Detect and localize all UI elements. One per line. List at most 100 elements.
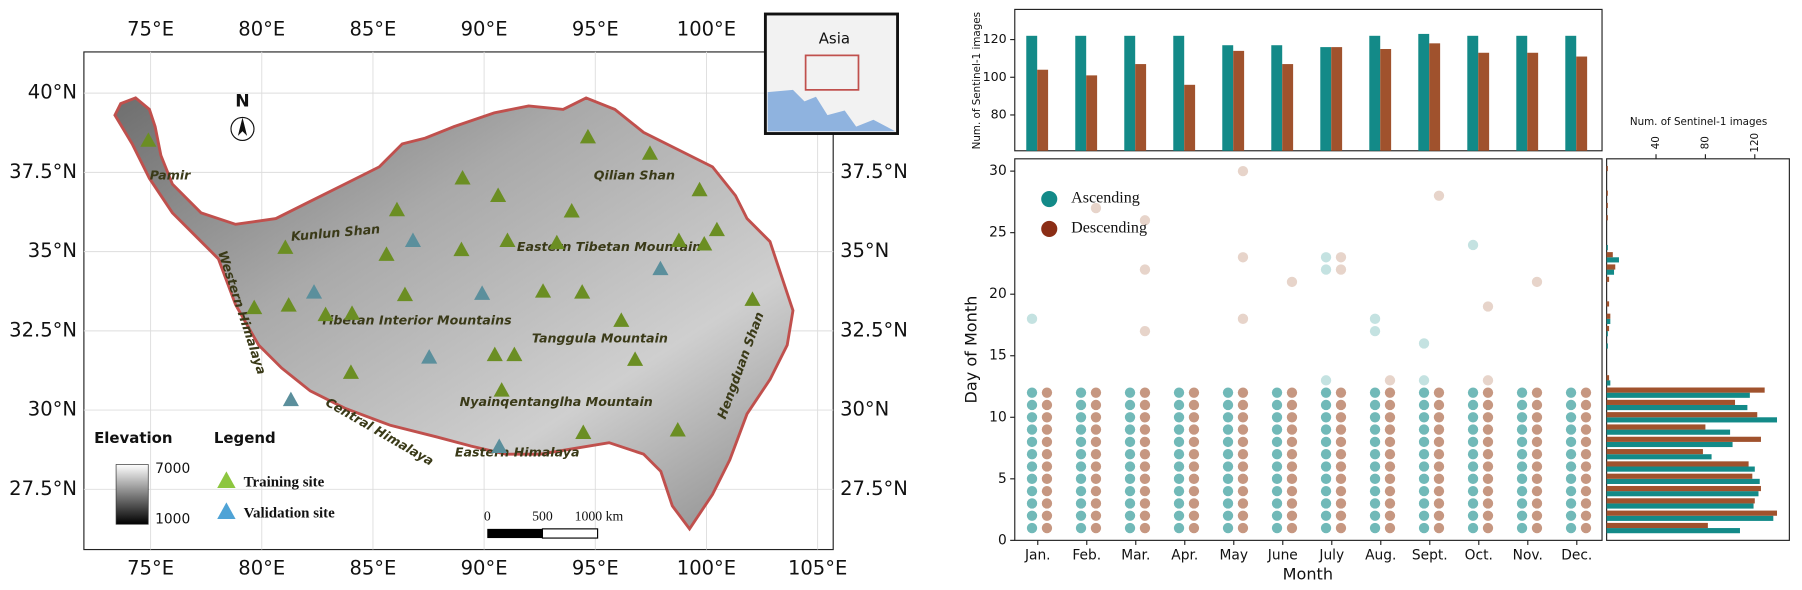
point: [1188, 461, 1200, 472]
bar: [1606, 417, 1778, 423]
bar: [1527, 52, 1539, 151]
point: [1531, 461, 1543, 472]
point: [1369, 461, 1381, 472]
point: [1237, 399, 1249, 411]
bar: [1576, 56, 1588, 151]
legend-label: Descending: [1071, 220, 1147, 237]
point: [1516, 387, 1528, 398]
lat-tick-label: 30°N: [840, 398, 889, 421]
point: [1433, 412, 1445, 423]
bar: [1606, 510, 1778, 516]
point: [1467, 239, 1479, 251]
site-marker: [421, 349, 438, 364]
point: [1222, 498, 1234, 509]
point: [1026, 387, 1038, 398]
site-marker: [575, 424, 592, 440]
point: [1320, 436, 1332, 448]
point: [1580, 485, 1592, 497]
point: [1124, 498, 1136, 509]
point: [1286, 498, 1298, 509]
point: [1384, 424, 1396, 435]
point: [1335, 473, 1347, 484]
point: [1173, 436, 1185, 448]
x-axis-label: Month: [1283, 564, 1333, 583]
point: [1369, 313, 1381, 324]
point: [1188, 399, 1200, 411]
point: [1188, 449, 1200, 460]
bar: [1606, 325, 1610, 332]
point: [1271, 522, 1283, 534]
site-marker: [579, 128, 596, 144]
bar: [1478, 52, 1490, 151]
site-marker: [404, 232, 422, 247]
y-axis-label: Num. of Sentinel-1 images: [971, 12, 983, 149]
point: [1565, 522, 1577, 534]
y-tick-label: 20: [989, 286, 1007, 302]
bar: [1606, 331, 1608, 337]
point: [1433, 461, 1445, 472]
x-tick-label: 80: [1699, 136, 1711, 149]
site-marker: [277, 239, 294, 254]
point: [1320, 510, 1332, 521]
point: [1222, 436, 1234, 448]
bar: [1606, 244, 1608, 251]
point: [1139, 399, 1151, 411]
bar: [1606, 424, 1706, 430]
point: [1565, 436, 1577, 448]
bar: [1606, 473, 1753, 479]
point: [1580, 461, 1592, 472]
point: [1369, 325, 1381, 337]
point: [1090, 522, 1102, 534]
bar: [1606, 436, 1761, 442]
point: [1041, 473, 1053, 484]
point: [1237, 510, 1249, 521]
bar: [1037, 69, 1049, 151]
point: [1580, 387, 1592, 398]
point: [1565, 412, 1577, 423]
lat-tick-label: 35°N: [840, 239, 889, 262]
point: [1075, 473, 1087, 484]
point: [1041, 387, 1053, 398]
site-marker: [574, 284, 591, 299]
point: [1173, 387, 1185, 398]
point: [1467, 387, 1479, 398]
point: [1418, 338, 1430, 349]
point: [1320, 264, 1332, 275]
point: [1418, 399, 1430, 411]
point: [1188, 436, 1200, 448]
point: [1090, 510, 1102, 521]
point: [1335, 412, 1347, 423]
point: [1237, 498, 1249, 509]
point: [1433, 436, 1445, 448]
point: [1271, 510, 1283, 521]
point: [1286, 510, 1298, 521]
point: [1075, 387, 1087, 398]
point: [1026, 522, 1038, 534]
x-tick-label: Dec.: [1561, 547, 1592, 563]
point: [1222, 473, 1234, 484]
point: [1418, 522, 1430, 534]
point: [1467, 485, 1479, 497]
point: [1188, 473, 1200, 484]
elevation-title: Elevation: [94, 429, 172, 447]
bar: [1606, 392, 1750, 398]
point: [1041, 449, 1053, 460]
point: [1335, 449, 1347, 460]
site-marker: [305, 284, 323, 299]
x-tick-label: Aug.: [1365, 547, 1396, 563]
bar: [1606, 478, 1760, 484]
point: [1565, 449, 1577, 460]
point: [1531, 412, 1543, 423]
point: [1482, 461, 1494, 472]
region-label: Tanggula Mountain: [532, 331, 668, 346]
site-marker: [493, 382, 510, 397]
lat-tick-label: 32.5°N: [9, 318, 77, 341]
point: [1531, 424, 1543, 435]
point: [1384, 498, 1396, 509]
point: [1139, 485, 1151, 497]
legend-marker: [217, 471, 236, 488]
point: [1271, 461, 1283, 472]
point: [1124, 522, 1136, 534]
point: [1026, 461, 1038, 472]
